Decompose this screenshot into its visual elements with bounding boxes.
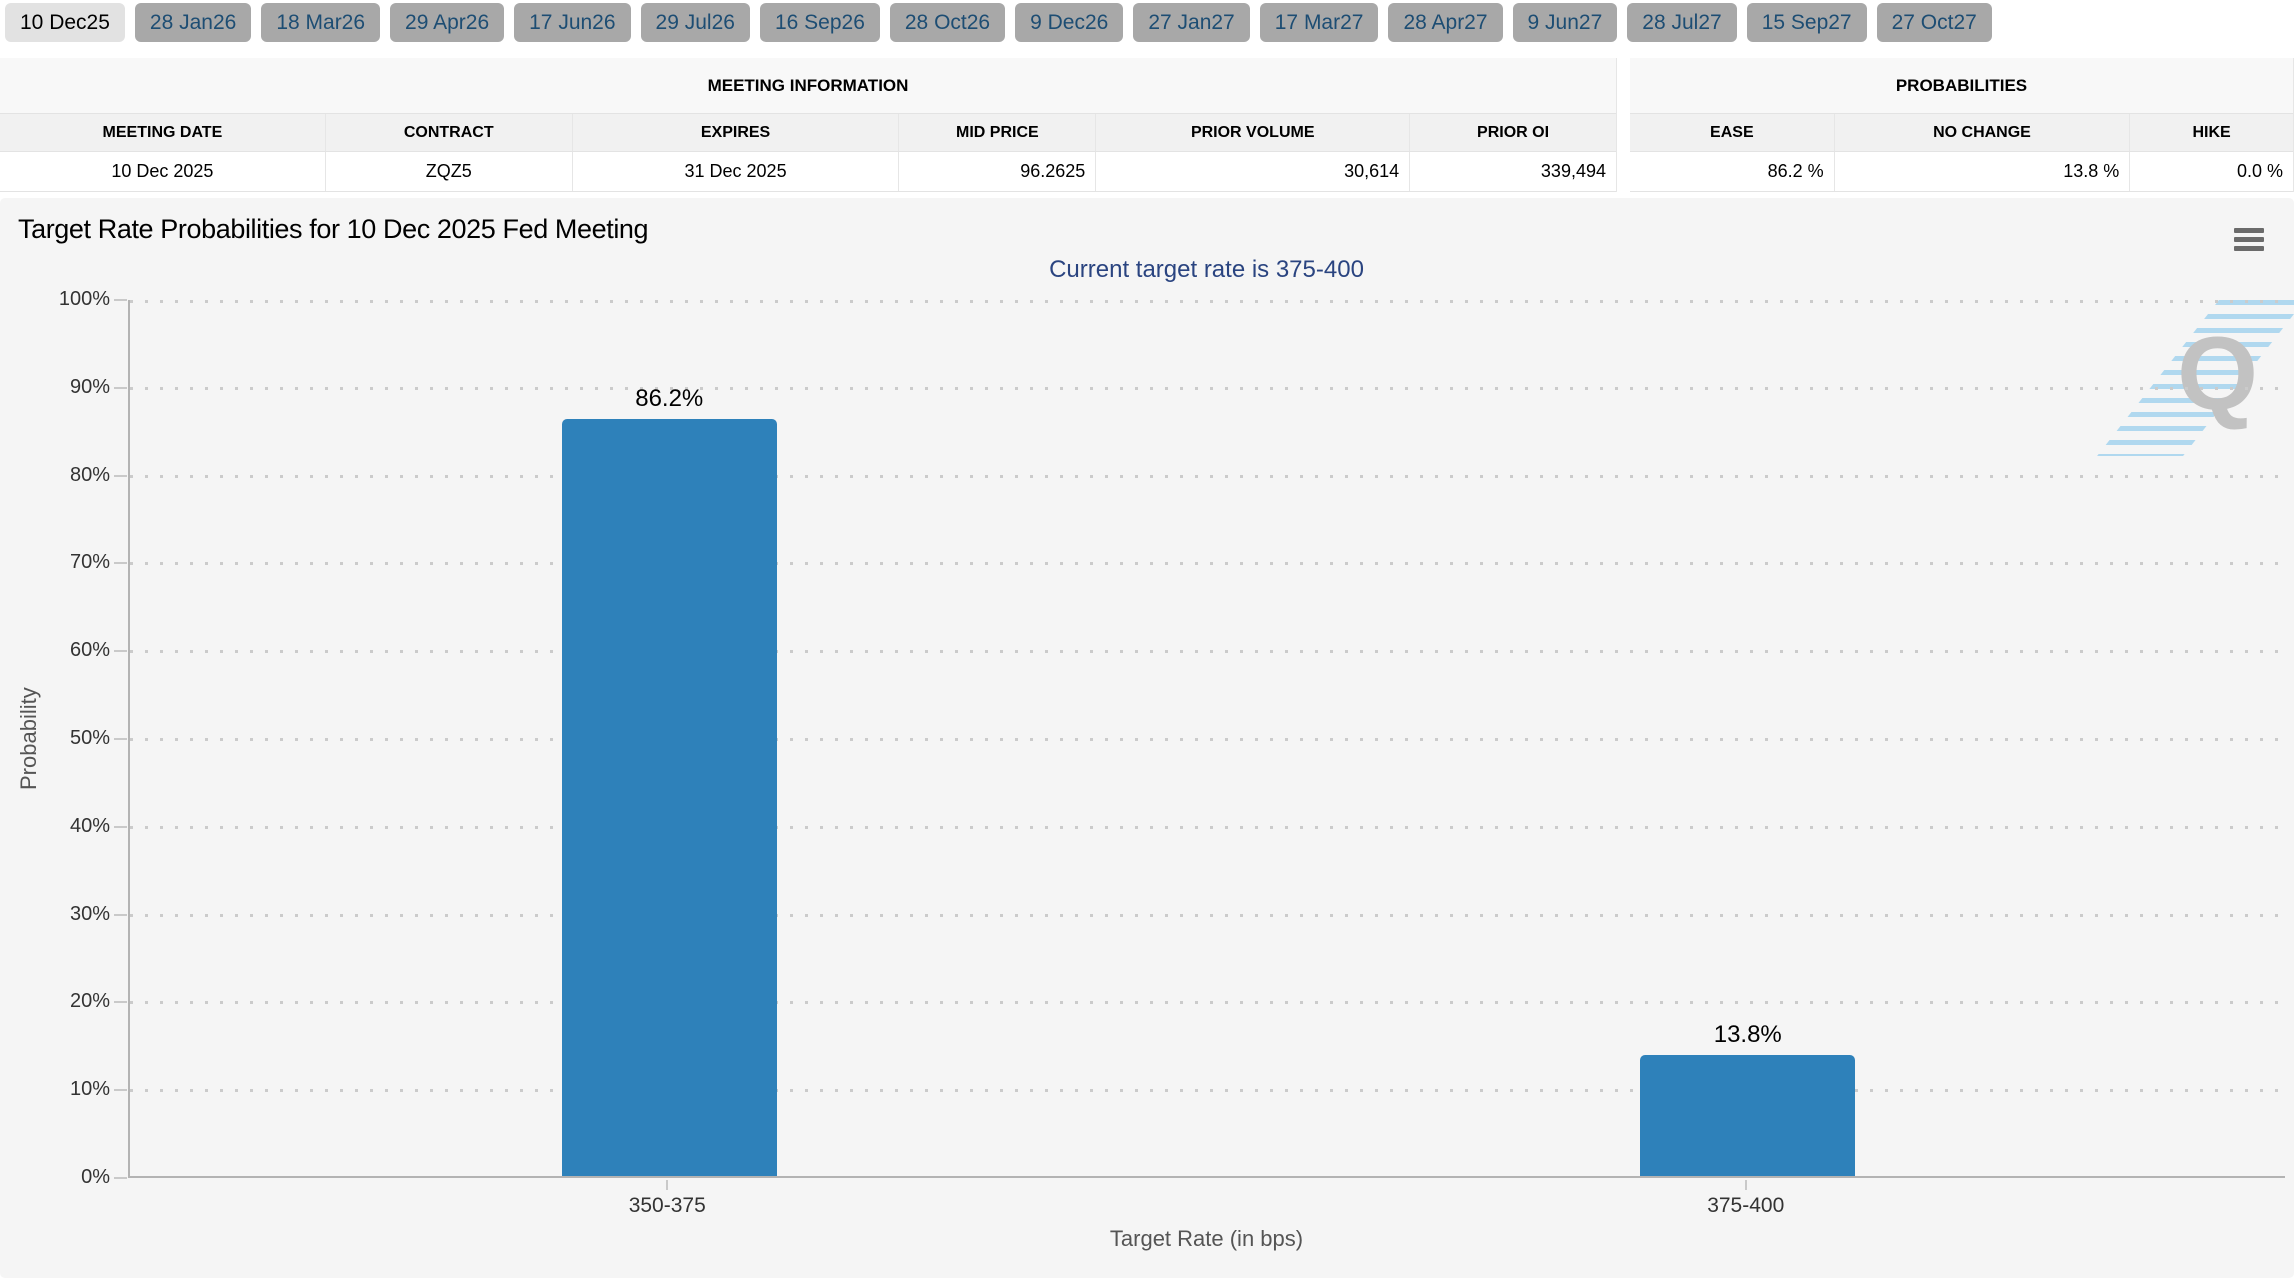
y-tick-label-40: 40%	[69, 814, 110, 837]
summary-tables: MEETING INFORMATION MEETING DATE CONTRAC…	[0, 58, 2294, 192]
gridline-20	[130, 1001, 2285, 1005]
x-tick-350-375	[666, 1180, 669, 1190]
col-header-prior-volume: PRIOR VOLUME	[1095, 114, 1409, 151]
tab-28-jul27[interactable]: 28 Jul27	[1627, 3, 1737, 42]
quikstrike-watermark: Q	[2097, 294, 2294, 464]
y-tick-10	[114, 1089, 127, 1092]
y-tick-60	[114, 650, 127, 653]
gridline-80	[130, 474, 2285, 478]
y-tick-label-90: 90%	[69, 375, 110, 398]
tab-15-sep27[interactable]: 15 Sep27	[1746, 3, 1867, 42]
y-tick-70	[114, 562, 127, 565]
tab-18-mar26[interactable]: 18 Mar26	[261, 3, 381, 42]
y-tick-50	[114, 738, 127, 740]
probabilities-table: PROBABILITIES EASE NO CHANGE HIKE 86.2 %…	[1630, 58, 2294, 192]
cell-contract: ZQZ5	[324, 152, 572, 191]
y-tick-90	[114, 386, 127, 389]
cell-expires: 31 Dec 2025	[571, 152, 899, 191]
tab-9-jun27[interactable]: 9 Jun27	[1512, 3, 1618, 42]
gridline-60	[130, 650, 2285, 654]
tab-9-dec26[interactable]: 9 Dec26	[1015, 3, 1124, 42]
y-tick-label-70: 70%	[69, 551, 110, 574]
y-tick-label-60: 60%	[69, 639, 110, 662]
bar-value-label-375-400: 13.8%	[1713, 1020, 1782, 1048]
col-header-hike: HIKE	[2129, 114, 2293, 151]
meeting-information-section-title: MEETING INFORMATION	[0, 58, 1616, 114]
y-tick-40	[114, 825, 127, 828]
y-tick-label-20: 20%	[69, 990, 110, 1013]
probabilities-section-title: PROBABILITIES	[1630, 58, 2293, 114]
plot-area: 86.2% 13.8%	[128, 300, 2285, 1178]
cell-no-change: 13.8 %	[1833, 152, 2130, 191]
col-header-contract: CONTRACT	[324, 114, 572, 151]
chart-title: Target Rate Probabilities for 10 Dec 202…	[18, 214, 649, 244]
tab-17-mar27[interactable]: 17 Mar27	[1259, 3, 1379, 42]
y-tick-20	[114, 1001, 127, 1004]
tab-28-apr27[interactable]: 28 Apr27	[1388, 3, 1503, 42]
tab-28-jan26[interactable]: 28 Jan26	[134, 3, 252, 42]
col-header-prior-oi: PRIOR OI	[1409, 114, 1616, 151]
probabilities-data-row: 86.2 % 13.8 % 0.0 %	[1630, 152, 2293, 192]
tab-29-jul26[interactable]: 29 Jul26	[640, 3, 750, 42]
cell-hike: 0.0 %	[2129, 152, 2293, 191]
tab-27-oct27[interactable]: 27 Oct27	[1876, 3, 1992, 42]
y-tick-label-10: 10%	[69, 1078, 110, 1101]
x-axis-title: Target Rate (in bps)	[1109, 1226, 1304, 1251]
col-header-no-change: NO CHANGE	[1833, 114, 2130, 151]
col-header-ease: EASE	[1710, 123, 1754, 141]
cell-mid-price: 96.2625	[898, 152, 1095, 191]
y-tick-0	[114, 1177, 127, 1179]
y-tick-80	[114, 474, 127, 477]
x-category-label-350-375: 350-375	[628, 1194, 706, 1217]
probabilities-header-row: EASE NO CHANGE HIKE	[1630, 114, 2293, 152]
chart-context-menu-button[interactable]	[2230, 220, 2268, 254]
gridline-100	[130, 300, 2285, 303]
cell-meeting-date: 10 Dec 2025	[111, 161, 214, 181]
y-tick-label-50: 50%	[69, 727, 110, 749]
gridline-30	[130, 913, 2285, 917]
gridline-40	[130, 825, 2285, 829]
gridline-10	[130, 1089, 2285, 1093]
col-header-expires: EXPIRES	[571, 114, 899, 151]
tab-29-apr26[interactable]: 29 Apr26	[390, 3, 505, 42]
bar-375-400[interactable]	[1640, 1054, 1856, 1176]
tab-10-dec25[interactable]: 10 Dec25	[5, 3, 125, 42]
watermark-q-logo: Q	[2177, 316, 2258, 432]
meeting-information-header-row: MEETING DATE CONTRACT EXPIRES MID PRICE …	[0, 114, 1616, 152]
cell-ease: 86.2 %	[1767, 161, 1824, 181]
meeting-information-table: MEETING INFORMATION MEETING DATE CONTRAC…	[0, 58, 1617, 192]
y-tick-label-0: 0%	[81, 1166, 110, 1188]
cell-prior-volume: 30,614	[1095, 152, 1409, 191]
hamburger-menu-icon	[2234, 228, 2264, 251]
col-header-meeting-date: MEETING DATE	[102, 123, 223, 141]
y-tick-label-30: 30%	[69, 902, 110, 925]
bar-value-label-350-375: 86.2%	[635, 385, 704, 413]
bar-350-375[interactable]	[561, 419, 777, 1176]
gridline-90	[130, 386, 2285, 390]
col-header-mid-price: MID PRICE	[898, 114, 1095, 151]
tab-16-sep26[interactable]: 16 Sep26	[759, 3, 880, 42]
gridline-50	[130, 738, 2285, 741]
y-tick-100	[114, 299, 127, 301]
chart-panel: Target Rate Probabilities for 10 Dec 202…	[0, 198, 2294, 1278]
meeting-date-tab-bar: 10 Dec25 28 Jan26 18 Mar26 29 Apr26 17 J…	[5, 3, 1992, 42]
y-tick-label-80: 80%	[69, 463, 110, 486]
gridline-70	[130, 562, 2285, 566]
x-tick-375-400	[1744, 1180, 1747, 1190]
x-category-label-375-400: 375-400	[1707, 1194, 1785, 1217]
chart-subtitle: Current target rate is 375-400	[1049, 256, 1364, 283]
y-tick-label-100: 100%	[58, 288, 110, 310]
tab-17-jun26[interactable]: 17 Jun26	[514, 3, 631, 42]
tab-28-oct26[interactable]: 28 Oct26	[889, 3, 1006, 42]
y-tick-30	[114, 913, 127, 916]
tab-27-jan27[interactable]: 27 Jan27	[1133, 3, 1250, 42]
meeting-information-data-row: 10 Dec 2025 ZQZ5 31 Dec 2025 96.2625 30,…	[0, 152, 1616, 192]
cell-prior-oi: 339,494	[1409, 152, 1616, 191]
